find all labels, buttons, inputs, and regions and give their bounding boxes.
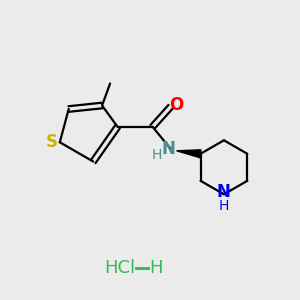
Polygon shape bbox=[176, 150, 201, 158]
Text: O: O bbox=[169, 96, 184, 114]
Text: N: N bbox=[162, 140, 176, 158]
Text: H: H bbox=[149, 259, 163, 277]
Text: HCl: HCl bbox=[104, 259, 136, 277]
Text: H: H bbox=[152, 148, 162, 162]
Text: N: N bbox=[217, 183, 231, 201]
Text: S: S bbox=[46, 133, 58, 151]
Text: H: H bbox=[219, 199, 229, 213]
